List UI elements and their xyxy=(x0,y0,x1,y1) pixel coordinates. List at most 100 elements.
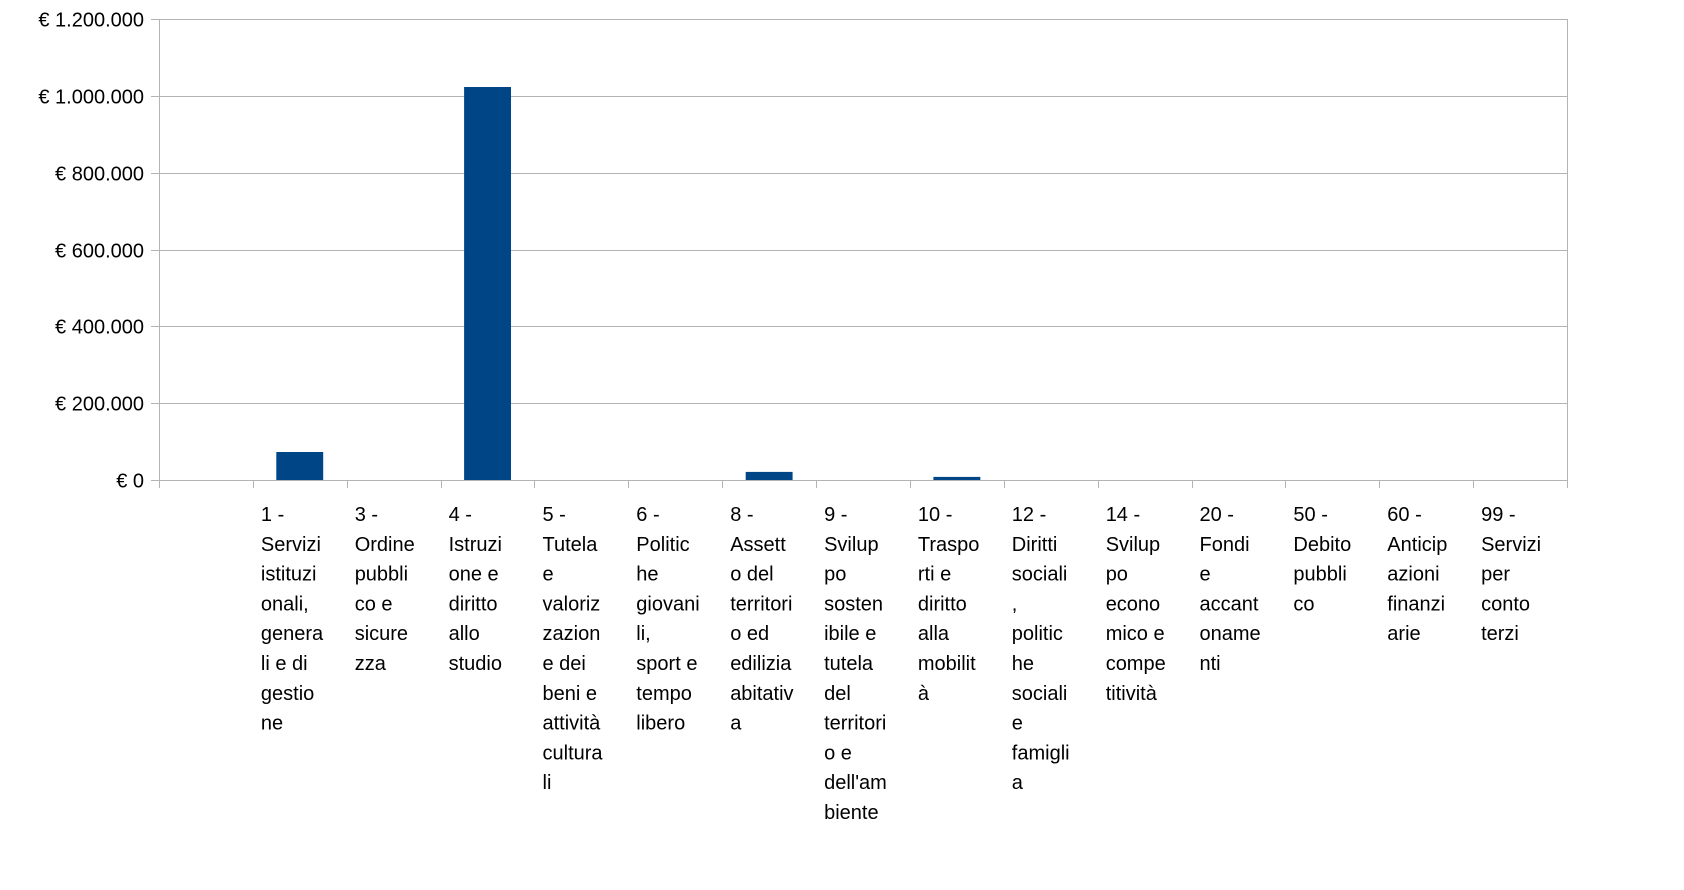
x-tick-label: 4 - Istruzi one e diritto allo studio xyxy=(449,504,502,675)
y-tick-label: € 400.000 xyxy=(55,317,144,339)
x-tick-label-line: Tutela xyxy=(543,534,599,556)
x-tick-label-line: pubbli xyxy=(355,564,408,586)
x-tick-label-line: ne xyxy=(261,713,283,735)
x-tick-label-line: biente xyxy=(824,802,879,824)
x-tick-label: 5 - Tutela e valoriz zazion e dei beni e attivi… xyxy=(543,504,604,794)
x-tick-label: 10 - Traspo rti e diritto alla mobilit à xyxy=(918,504,980,705)
x-tick-label-line: 10 - xyxy=(918,504,952,526)
x-tick-label-line: cultura xyxy=(543,742,604,764)
x-tick-label-line: edilizia xyxy=(730,653,792,675)
axis-layer xyxy=(159,19,1568,488)
x-tick-label-line: a xyxy=(1012,772,1024,794)
x-tick-label-line: e xyxy=(1012,713,1023,735)
x-tick-label-line: arie xyxy=(1387,623,1420,645)
x-tick-label-line: tempo xyxy=(636,683,692,705)
x-tick-label: 9 - Svilup po sosten ibile e tutela del territo… xyxy=(824,504,887,824)
x-tick-label-line: territori xyxy=(824,713,886,735)
x-tick-label-line: pubbli xyxy=(1293,564,1346,586)
x-tick-label-line: co xyxy=(1293,593,1314,615)
x-tick-label-line: o ed xyxy=(730,623,769,645)
x-tick-label-line: li, xyxy=(636,623,650,645)
x-tick-label-line: Assett xyxy=(730,534,786,556)
x-tick-label-line: Servizi xyxy=(1481,534,1541,556)
x-tick-label-line: li xyxy=(543,772,552,794)
x-tick-label-line: politic xyxy=(1012,623,1063,645)
x-tick-label-line: sosten xyxy=(824,593,883,615)
x-tick-label: 8 - Assett o del territori o ed edilizia abita… xyxy=(730,504,793,735)
x-tick-label-line: 60 - xyxy=(1387,504,1421,526)
x-tick-label-line: studio xyxy=(449,653,502,675)
bar xyxy=(745,471,793,480)
x-tick-label-line: li e di xyxy=(261,653,308,675)
x-tick-label-line: diritto xyxy=(449,593,498,615)
x-tick-label-line: alla xyxy=(918,623,950,645)
x-tick-label-line: Istruzi xyxy=(449,534,502,556)
x-tick-label: 6 - Politic he giovani li, sport e tempo libero xyxy=(636,504,699,735)
x-tick-label-line: famigli xyxy=(1012,742,1070,764)
bar xyxy=(276,452,324,480)
x-tick-label-line: titività xyxy=(1106,683,1158,705)
x-tick-label-line: territori xyxy=(730,593,792,615)
x-tick-label-line: allo xyxy=(449,623,480,645)
x-tick-label-line: 20 - xyxy=(1200,504,1234,526)
x-tick-label: 12 - Diritti sociali, politic he sociali e fami… xyxy=(1012,504,1070,794)
x-tick-label-line: Anticip xyxy=(1387,534,1447,556)
x-tick-label-line: valoriz xyxy=(543,593,601,615)
x-tick-label-line: giovani xyxy=(636,593,699,615)
x-tick-label-line: ibile e xyxy=(824,623,876,645)
x-tick-label: 20 - Fondi e accant oname nti xyxy=(1200,504,1261,675)
x-tick-label-line: co e xyxy=(355,593,393,615)
x-tick-label-line: e xyxy=(1200,564,1211,586)
x-tick-label-line: 50 - xyxy=(1293,504,1327,526)
x-tick-label-line: beni e xyxy=(543,683,598,705)
x-tick-label-line: 99 - xyxy=(1481,504,1515,526)
x-tick-label: 50 - Debito pubbli co xyxy=(1293,504,1351,615)
y-tick-label: € 800.000 xyxy=(55,164,144,186)
x-tick-label-line: 1 - xyxy=(261,504,284,526)
x-tick-label-line: mobilit xyxy=(918,653,976,675)
x-tick-label-line: mico e xyxy=(1106,623,1165,645)
x-tick-label-line: terzi xyxy=(1481,623,1519,645)
x-tick-label-line: sociali xyxy=(1012,564,1068,586)
x-tick-label-line: onali, xyxy=(261,593,309,615)
x-tick-label-line: , xyxy=(1012,593,1018,615)
x-tick-label-line: 4 - xyxy=(449,504,472,526)
x-tick-label-line: Debito xyxy=(1293,534,1351,556)
x-tick-label-line: del xyxy=(824,683,851,705)
x-tick-label-line: attività xyxy=(543,713,602,735)
x-tick-label-line: e xyxy=(543,564,554,586)
x-tick-label-line: oname xyxy=(1200,623,1261,645)
x-tick-label-line: Traspo xyxy=(918,534,980,556)
x-tick-label-line: he xyxy=(636,564,658,586)
x-tick-label-line: 9 - xyxy=(824,504,847,526)
x-tick-label-line: azioni xyxy=(1387,564,1439,586)
x-tick-label-line: Svilup xyxy=(824,534,878,556)
x-tick-label-line: nti xyxy=(1200,653,1221,675)
bar xyxy=(933,476,981,480)
bar-layer xyxy=(276,87,981,480)
bar xyxy=(464,87,511,480)
x-tick-label-line: Servizi xyxy=(261,534,321,556)
x-tick-label-line: zazion xyxy=(543,623,601,645)
x-tick-label-line: po xyxy=(1106,564,1128,586)
x-tick-label-line: 8 - xyxy=(730,504,753,526)
x-tick-label-line: o del xyxy=(730,564,773,586)
x-tick-label-line: compe xyxy=(1106,653,1166,675)
x-tick-label-line: sicure xyxy=(355,623,408,645)
y-tick-labels: € 0 € 200.000 € 400.000 € 600.000 € 800.000 €… xyxy=(38,10,144,493)
x-tick-label-line: he xyxy=(1012,653,1034,675)
x-tick-label-line: per xyxy=(1481,564,1510,586)
y-tick-label: € 1.200.000 xyxy=(38,10,144,32)
x-tick-label-line: 6 - xyxy=(636,504,659,526)
y-tick-label: € 600.000 xyxy=(55,241,144,263)
x-tick-label-line: a xyxy=(730,713,742,735)
x-tick-label: 60 - Anticip azioni finanzi arie xyxy=(1387,504,1447,645)
x-tick-label-line: o e xyxy=(824,742,852,764)
y-tick-label: € 1.000.000 xyxy=(38,87,144,109)
y-tick-label: € 200.000 xyxy=(55,394,144,416)
x-tick-label-line: sport e xyxy=(636,653,697,675)
x-tick-label-line: 5 - xyxy=(543,504,566,526)
x-tick-label-line: tutela xyxy=(824,653,874,675)
x-tick-label-line: dell'am xyxy=(824,772,887,794)
